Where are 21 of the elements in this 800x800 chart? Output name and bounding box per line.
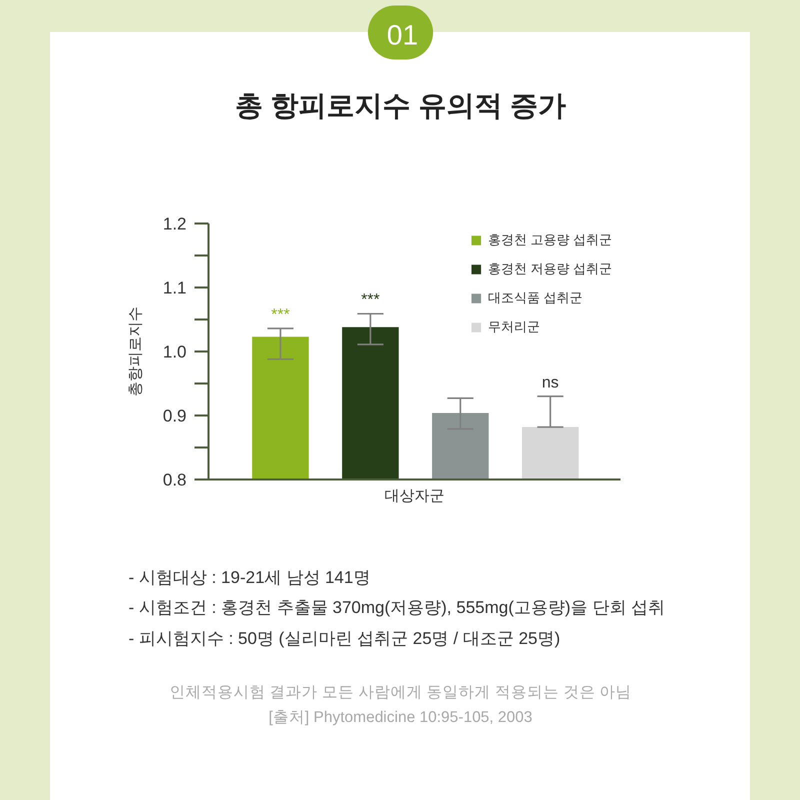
y-tick-label: 0.8 bbox=[162, 470, 187, 490]
text: 01 bbox=[386, 20, 418, 50]
y-tick-label: 1.2 bbox=[162, 214, 187, 234]
legend-label: 홍경천 고용량 섭취군 bbox=[488, 231, 612, 249]
text: - 시험대상 : 19-21세 남성 141명 bbox=[128, 568, 370, 587]
chart-title: 총 항피로지수 유의적 증가 bbox=[234, 90, 566, 121]
data-label: *** bbox=[271, 306, 290, 324]
y-tick-label: 1.1 bbox=[162, 278, 187, 298]
y-axis-title: 총항피로지수 bbox=[126, 306, 144, 396]
text: [출처] Phytomedicine 10:95-105, 2003 bbox=[268, 709, 532, 726]
legend-label: 무처리군 bbox=[488, 318, 540, 336]
text: 인체적용시험 결과가 모든 사람에게 동일하게 적용되는 것은 아님 bbox=[169, 684, 632, 701]
data-label: *** bbox=[361, 292, 380, 309]
text: - 피시험지수 : 50명 (실리마린 섭취군 25명 / 대조군 25명) bbox=[128, 629, 560, 648]
y-tick-label: 1.0 bbox=[162, 342, 187, 362]
y-tick-label: 0.9 bbox=[162, 406, 187, 426]
data-label: ns bbox=[542, 374, 559, 392]
x-axis-title: 대상자군 bbox=[384, 488, 444, 504]
legend-label: 대조식품 섭취군 bbox=[488, 289, 582, 307]
legend-label: 홍경천 저용량 섭취군 bbox=[488, 260, 612, 278]
text: - 시험조건 : 홍경천 추출물 370mg(저용량), 555mg(고용량)을 단회 섭취 bbox=[128, 598, 665, 617]
